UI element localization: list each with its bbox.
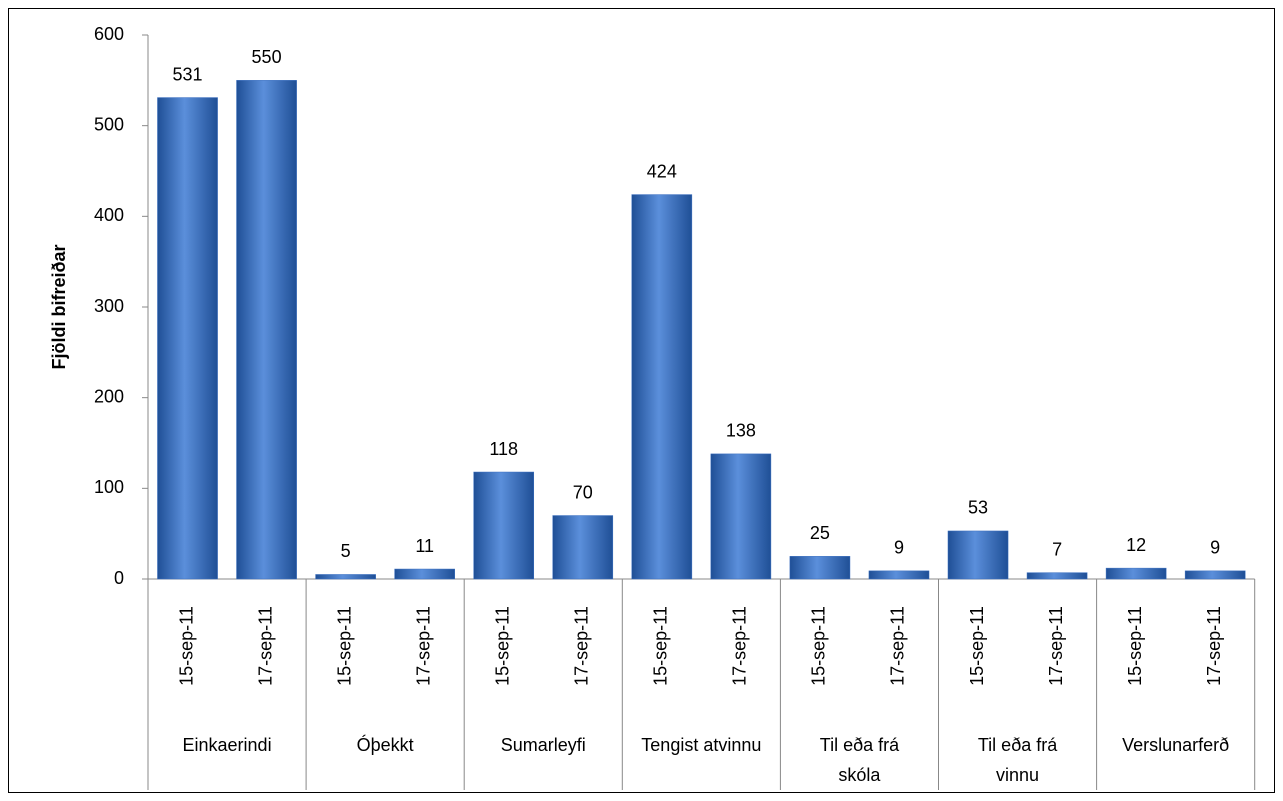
x-tick-label: 17-sep-11: [255, 606, 275, 686]
data-label: 12: [1126, 535, 1146, 555]
bar: [710, 453, 772, 580]
bar: [1026, 572, 1088, 580]
y-tick-label: 0: [114, 568, 124, 588]
x-tick-label: 17-sep-11: [1204, 606, 1224, 686]
group-label: Til eða frá skóla: [819, 735, 900, 785]
bar: [1105, 567, 1167, 580]
data-label: 25: [810, 523, 830, 543]
x-tick-label: 15-sep-11: [1125, 606, 1145, 686]
x-tick-label: 17-sep-11: [572, 606, 592, 686]
y-tick-label: 300: [94, 296, 124, 316]
data-label: 70: [573, 482, 593, 502]
bar: [394, 568, 455, 580]
bar: [236, 80, 297, 580]
data-label: 550: [252, 47, 282, 67]
x-tick-label: 17-sep-11: [1046, 606, 1066, 686]
bar: [315, 574, 376, 580]
y-tick-label: 100: [94, 477, 124, 497]
x-tick-label: 17-sep-11: [888, 606, 908, 686]
data-label: 531: [173, 64, 203, 84]
group-label: Til eða frá vinnu: [977, 735, 1058, 785]
data-label: 9: [1210, 538, 1220, 558]
data-label: 5: [341, 541, 351, 561]
y-axis-label: Fjöldi bifreiðar: [49, 244, 69, 369]
data-label: 424: [647, 161, 677, 181]
bar: [868, 570, 930, 580]
bar: [552, 515, 614, 580]
bar: [473, 471, 535, 580]
bar: [1184, 570, 1246, 580]
x-tick-label: 17-sep-11: [730, 606, 750, 686]
x-tick-label: 15-sep-11: [651, 606, 671, 686]
y-tick-label: 200: [94, 386, 124, 406]
x-tick-label: 15-sep-11: [492, 606, 512, 686]
group-label: Tengist atvinnu: [641, 735, 762, 755]
y-tick-label: 400: [94, 205, 124, 225]
bar: [631, 194, 693, 580]
x-tick-label: 17-sep-11: [413, 606, 433, 686]
data-label: 11: [415, 536, 434, 556]
data-label: 118: [489, 439, 518, 459]
y-tick-label: 500: [94, 114, 124, 134]
x-tick-label: 15-sep-11: [334, 606, 354, 686]
x-tick-label: 15-sep-11: [967, 606, 987, 686]
group-label: Óþekkt: [356, 735, 414, 755]
group-label: Sumarleyfi: [500, 735, 586, 755]
group-label: Verslunarferð: [1122, 735, 1230, 755]
data-label: 9: [894, 538, 904, 558]
bar: [789, 556, 851, 580]
data-label: 53: [968, 498, 988, 518]
bar: [157, 97, 218, 580]
x-tick-label: 15-sep-11: [809, 606, 829, 686]
x-tick-label: 15-sep-11: [176, 606, 196, 686]
chart-frame: [8, 8, 1275, 793]
y-tick-label: 600: [94, 24, 124, 44]
bar: [947, 530, 1009, 580]
group-label: Einkaerindi: [182, 735, 272, 755]
data-label: 138: [726, 421, 756, 441]
data-label: 7: [1052, 539, 1062, 559]
